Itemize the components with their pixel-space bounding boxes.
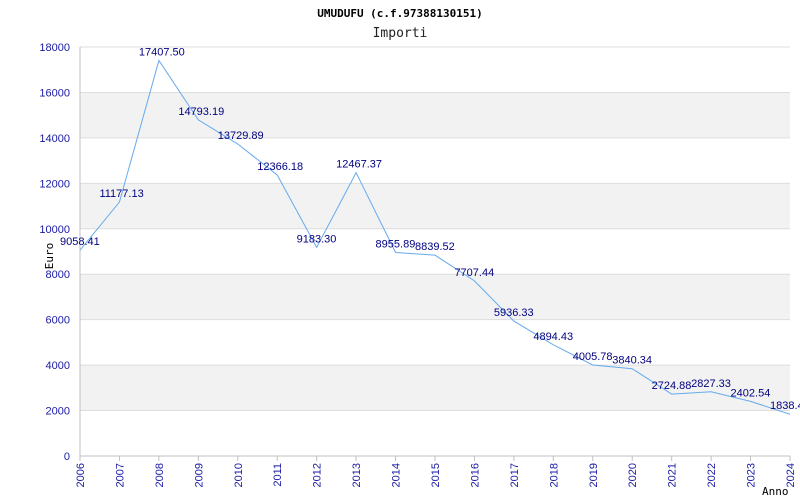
x-tick-label: 2010 — [233, 463, 245, 487]
data-label: 3840.34 — [612, 355, 652, 367]
grid-band — [80, 274, 790, 320]
data-label: 11177.13 — [99, 188, 143, 200]
x-tick-label: 2009 — [193, 463, 205, 487]
grid-bands — [80, 92, 790, 411]
y-tick-label: 16000 — [39, 87, 70, 99]
data-label: 2402.54 — [731, 387, 771, 399]
x-tick-label: 2024 — [785, 463, 797, 487]
x-tick-label: 2015 — [430, 463, 442, 487]
x-tick-label: 2018 — [548, 463, 560, 487]
data-label: 14793.19 — [178, 106, 224, 118]
x-tick-label: 2023 — [746, 463, 758, 487]
y-tick-label: 10000 — [39, 224, 70, 236]
x-tick-label: 2020 — [627, 463, 639, 487]
data-label: 13729.89 — [218, 130, 264, 142]
data-label: 4005.78 — [573, 351, 613, 363]
y-tick-label: 0 — [64, 451, 70, 463]
y-axis-label: Euro — [43, 243, 56, 270]
grid-band — [80, 365, 790, 411]
series-line — [79, 59, 791, 415]
x-tick-label: 2021 — [667, 463, 679, 487]
x-tick-label: 2013 — [351, 463, 363, 487]
y-tick-label: 8000 — [46, 269, 70, 281]
x-tick-label: 2019 — [588, 463, 600, 487]
y-tick-label: 6000 — [46, 315, 70, 327]
x-tick-label: 2017 — [509, 463, 521, 487]
data-label: 12366.18 — [257, 161, 303, 173]
data-labels: 9058.41 11177.13 17407.50 14793.19 13729.89 1… — [60, 46, 800, 412]
data-label: 17407.50 — [139, 46, 185, 58]
y-tick-label: 12000 — [39, 178, 70, 190]
y-tick-label: 18000 — [39, 42, 70, 54]
y-axis-ticks: 0 2000 4000 6000 8000 10000 12000 14000 16000 180… — [39, 42, 70, 463]
data-label: 12467.37 — [336, 159, 382, 171]
data-label: 1838.4 — [770, 400, 800, 412]
data-label: 5936.33 — [494, 307, 534, 319]
x-tick-label: 2016 — [469, 463, 481, 487]
x-axis-label: Anno — [762, 485, 789, 498]
x-tick-label: 2008 — [154, 463, 166, 487]
y-tick-label: 14000 — [39, 133, 70, 145]
grid-lines — [80, 46, 790, 412]
y-tick-label: 4000 — [46, 360, 70, 372]
data-label: 9058.41 — [60, 236, 100, 248]
grid-band — [80, 92, 790, 138]
data-label: 2724.88 — [652, 380, 692, 392]
data-label: 8955.89 — [376, 239, 416, 251]
x-tick-label: 2014 — [391, 463, 403, 487]
data-label: 2827.33 — [691, 378, 731, 390]
x-tick-label: 2006 — [75, 463, 87, 487]
x-tick-label: 2007 — [114, 463, 126, 487]
y-tick-label: 2000 — [46, 406, 70, 418]
x-tick-label: 2011 — [272, 463, 284, 487]
x-tick-label: 2012 — [312, 463, 324, 487]
chart-subtitle: Importi — [373, 26, 428, 41]
x-tick-label: 2022 — [706, 463, 718, 487]
chart-title: UMUDUFU (c.f.97388130151) — [317, 7, 483, 20]
x-axis-ticks: 2006 2007 2008 2009 2010 2011 2012 2013 2014 2015… — [75, 456, 797, 487]
data-label: 4894.43 — [533, 331, 573, 343]
grid-band — [80, 183, 790, 229]
data-label: 9183.30 — [297, 233, 337, 245]
data-label: 8839.52 — [415, 241, 455, 253]
data-label: 7707.44 — [454, 267, 494, 279]
